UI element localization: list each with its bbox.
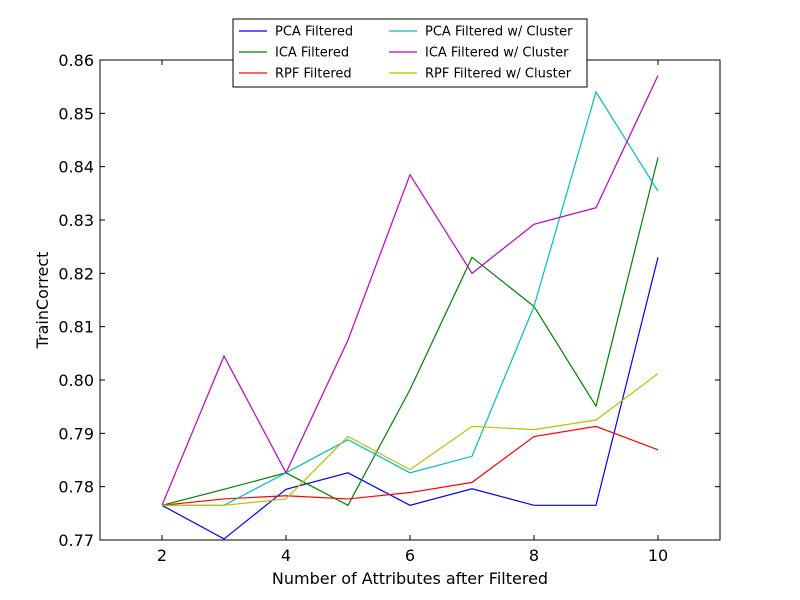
legend-label-4: PCA Filtered w/ Cluster [425,25,573,40]
legend-label-3: RPF Filtered [275,67,352,82]
legend-label-1: PCA Filtered [275,25,353,40]
y-tick-label: 0.85 [58,104,94,123]
y-tick-label: 0.84 [58,158,94,177]
series-line-4 [162,90,659,506]
y-tick-label: 0.86 [58,51,94,70]
x-tick-label: 10 [648,546,668,565]
y-tick-label: 0.79 [58,424,94,443]
x-tick-label: 8 [529,546,539,565]
x-axis-label: Number of Attributes after Filtered [272,569,548,588]
x-tick-label: 4 [281,546,291,565]
legend-label-2: ICA Filtered [275,46,349,61]
series-layer [161,75,659,540]
series-line-1 [161,257,659,540]
series-line-2 [161,157,659,507]
series-line-5 [161,75,659,506]
legend-box [232,18,588,88]
y-tick-label: 0.82 [58,264,94,283]
legend: PCA Filtered ICA Filtered RPF Filtered PCA … [232,18,588,88]
y-tick-label: 0.77 [58,531,94,550]
x-tick-label: 2 [157,546,167,565]
series-line-6 [162,373,659,506]
legend-label-5: ICA Filtered w/ Cluster [425,46,569,61]
y-tick-label: 0.81 [58,318,94,337]
legend-label-6: RPF Filtered w/ Cluster [425,67,572,82]
y-tick-label: 0.80 [58,371,94,390]
x-tick-label: 6 [405,546,415,565]
y-tick-label: 0.83 [58,211,94,230]
tick-layer: 2 4 6 8 10 0.77 0.78 0.79 0.80 0.81 0.82 0.83 0.84 0.… [58,51,720,565]
series-line-3 [161,425,659,506]
y-tick-label: 0.78 [58,478,94,497]
y-axis-label: TrainCorrect [33,252,52,350]
